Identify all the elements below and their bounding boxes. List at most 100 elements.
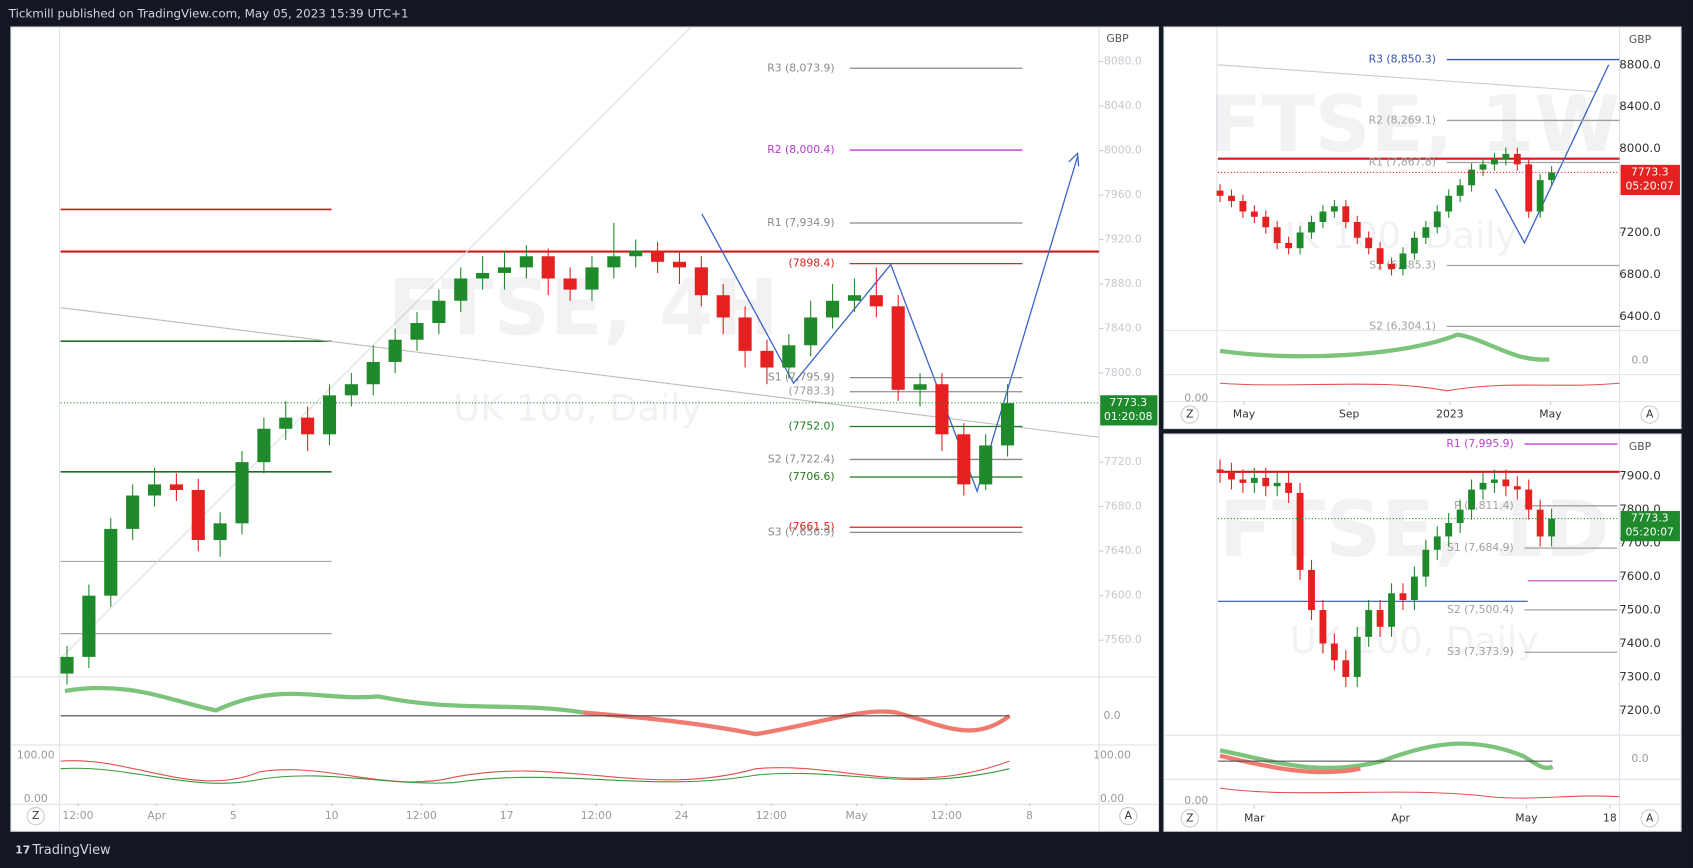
price-tag (1100, 395, 1158, 426)
y-tick-label: 7600.0 (1619, 569, 1660, 583)
candle-body (847, 295, 862, 301)
x-tick-label: Apr (147, 809, 166, 822)
x-tick-label: 5 (230, 809, 237, 822)
candle-body (782, 345, 796, 368)
candle-body (1353, 636, 1361, 677)
candle-body (1365, 610, 1373, 637)
price-tag-value: 7773.3 (1631, 165, 1669, 178)
y-tick-label: 8080.0 (1104, 54, 1142, 67)
candle-body (104, 528, 118, 596)
drawings (60, 26, 1620, 799)
x-tick-label: Mar (1244, 811, 1265, 824)
separators (10, 26, 1682, 832)
candle-body (1445, 195, 1453, 212)
y-tick-label: 6400.0 (1619, 309, 1660, 323)
y-tick-label: 7500.0 (1619, 603, 1660, 617)
watermark-subtitle: UK 100, Daily (453, 387, 702, 430)
candle-body (1456, 509, 1464, 524)
pivot-label: R1 (7,934.9) (767, 216, 834, 229)
footer-brand: TradingView (31, 843, 111, 858)
auto-button[interactable] (1640, 405, 1659, 424)
y-tick-label: 7400.0 (1619, 636, 1660, 650)
main-pane (10, 26, 1160, 832)
candle-body (585, 267, 599, 290)
zoom-button[interactable] (1180, 809, 1199, 828)
candle-body (1468, 169, 1475, 186)
candle-body (432, 300, 446, 324)
candle-body (869, 295, 883, 307)
oscillator-label: 0.00 (1184, 794, 1208, 807)
candle-body (1548, 518, 1556, 537)
y-tick-label: 7840.0 (1104, 322, 1142, 335)
watermark-title: FTSE, 4H (388, 264, 779, 354)
price-tag-value: 7773.3 (1109, 396, 1147, 409)
candle-body (1308, 569, 1315, 611)
pivot-label: (7898.4) (788, 257, 834, 270)
auto-button-label: A (1646, 408, 1654, 421)
candle-body (1388, 263, 1395, 270)
candle-body (519, 256, 533, 268)
oscillator-label: 100.00 (17, 749, 55, 762)
y-tick-label: 7720.0 (1104, 455, 1142, 468)
zoom-button-label: Z (1186, 811, 1193, 824)
candle-body (913, 384, 927, 390)
currency: GBP (1629, 33, 1652, 46)
auto-button[interactable] (1640, 809, 1659, 828)
candle-body (1422, 549, 1430, 577)
x-tick-label: 18 (1603, 811, 1617, 824)
candle-body (1399, 593, 1407, 600)
pivot-label: S3 (7,373.9) (1447, 645, 1514, 658)
candle-body (60, 656, 74, 674)
candle-body (957, 434, 971, 485)
y-tick-label: 7800.0 (1104, 366, 1142, 379)
pivot-label: (7661.5) (788, 520, 834, 533)
candle-body (1285, 482, 1293, 493)
candle-body (1548, 172, 1556, 181)
pivot-label: S2 (7,500.4) (1447, 603, 1514, 616)
candle-body (1422, 227, 1430, 238)
candle-body (1330, 206, 1338, 212)
candle-body (454, 278, 468, 301)
candle-body (1502, 479, 1510, 487)
x-tick-label: May (1539, 408, 1562, 421)
zoom-button[interactable] (1180, 405, 1199, 424)
candle-body (1262, 477, 1270, 487)
x-tick-label: 12:00 (62, 809, 93, 822)
candle-body (213, 523, 227, 541)
pivot-label: R2 (8,000.4) (767, 143, 834, 156)
oscillator-label: 100.00 (1093, 749, 1131, 762)
chart-1: FTSE, 1W UK 100, Daily GBP 8800.0 8400.0 8000… (1180, 33, 1680, 424)
candle-body (1445, 523, 1453, 537)
candle-body (126, 495, 140, 529)
header-text: Tickmill published on TradingView.com, M… (8, 7, 409, 21)
pivot-label: (7752.0) (788, 420, 834, 433)
auto-button[interactable] (1119, 807, 1138, 826)
watermark-title: FTSE, 1W (1209, 80, 1621, 170)
candle-body (1433, 536, 1441, 550)
candle-body (1456, 185, 1464, 196)
candle-body (826, 300, 840, 318)
y-tick-label: 6800.0 (1619, 267, 1660, 281)
y-tick-label: 7200.0 (1619, 225, 1660, 239)
pivot-label: S1 (7,684.9) (1447, 541, 1514, 554)
x-tick-label: 17 (500, 809, 514, 822)
candle-body (804, 317, 818, 346)
pivot-label: R3 (8,850.3) (1369, 53, 1436, 66)
candle-body (1479, 482, 1487, 490)
candle-body (716, 295, 730, 318)
x-tick-label: 2023 (1436, 408, 1463, 421)
oscillator-label: 0.00 (1100, 792, 1124, 805)
candle-body (1250, 211, 1258, 217)
candle-body (1468, 489, 1475, 510)
oscillator-label: 0.00 (1184, 391, 1208, 404)
pivot-label: R3 (8,073.9) (767, 61, 834, 74)
candle-body (257, 428, 271, 463)
zoom-button[interactable] (26, 807, 45, 826)
x-tick-label: May (845, 809, 868, 822)
candle-body (541, 256, 555, 279)
candle-body (1376, 610, 1384, 627)
x-tick-label: Apr (1391, 811, 1410, 824)
x-tick-label: 12:00 (756, 809, 787, 822)
candle-body (279, 417, 293, 429)
